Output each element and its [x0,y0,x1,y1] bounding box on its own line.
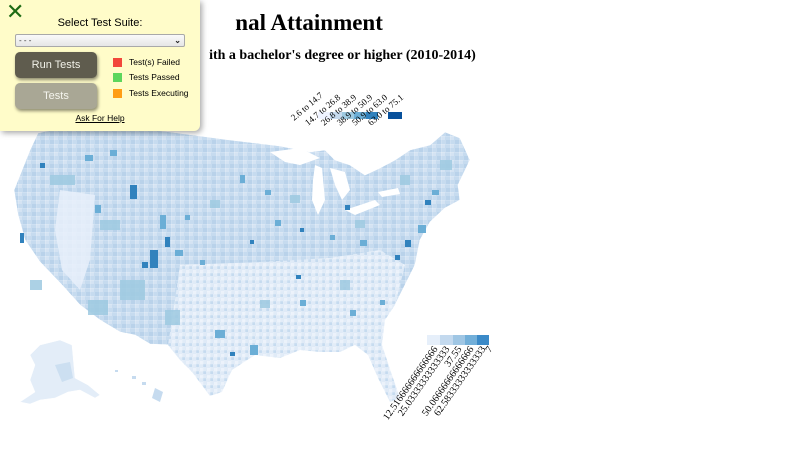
status-label: Tests Executing [129,88,189,98]
alaska-counties [55,362,73,382]
mid-attainment-counties [85,150,439,355]
test-suite-select[interactable]: - - - ⌄ [15,34,185,47]
legend-swatch [465,335,477,345]
legend-swatch [330,112,342,119]
lake-michigan [312,165,325,215]
ask-for-help-link[interactable]: Ask For Help [75,113,125,123]
legend-swatch [354,112,366,119]
legend-swatch [427,335,440,345]
passed-swatch-icon [113,72,122,82]
legend-swatch [440,335,453,345]
lake-huron [330,168,350,200]
test-suite-select-value: - - - [19,36,32,45]
legend-label: 7 [484,344,496,354]
light-mid-counties [30,160,452,325]
page-subtitle: Adults age 25 and older with a bachelor'… [209,48,476,63]
legend-swatch [318,112,330,119]
legend-swatch [477,335,489,345]
status-passed: Tests Passed [113,71,180,83]
status-label: Tests Passed [129,72,180,82]
run-tests-button[interactable]: Run Tests [15,52,97,78]
southeast-region [168,250,405,402]
select-test-suite-label: Select Test Suite: [57,17,143,29]
test-suite-panel: ✕ Select Test Suite: - - - ⌄ Run Tests T… [0,0,200,131]
chevron-down-icon: ⌄ [174,36,181,45]
legend-swatch [388,112,402,119]
legend-swatch [342,112,354,119]
lake-ontario [378,188,400,197]
legend-swatch [366,112,378,119]
lake-erie [345,200,380,215]
page-title: Educational Attainment [235,10,383,35]
legend-bottom: 12.516666666666666 25.03333333333333 37.… [381,335,495,422]
tests-button[interactable]: Tests [15,83,97,109]
executing-swatch-icon [113,88,122,98]
legend-swatch [453,335,465,345]
lake-superior [270,148,320,165]
legend-top: 2.6 to 14.7 14.7 to 26.8 26.8 to 38.9 38… [289,90,405,128]
status-label: Test(s) Failed [129,57,181,67]
nevada-region [55,190,95,290]
status-failed: Test(s) Failed [113,56,180,68]
failed-swatch-icon [113,57,122,67]
hawaii [115,370,163,402]
close-x-icon[interactable]: ✕ [6,0,25,25]
high-attainment-counties [20,163,431,356]
status-executing: Tests Executing [113,87,189,99]
